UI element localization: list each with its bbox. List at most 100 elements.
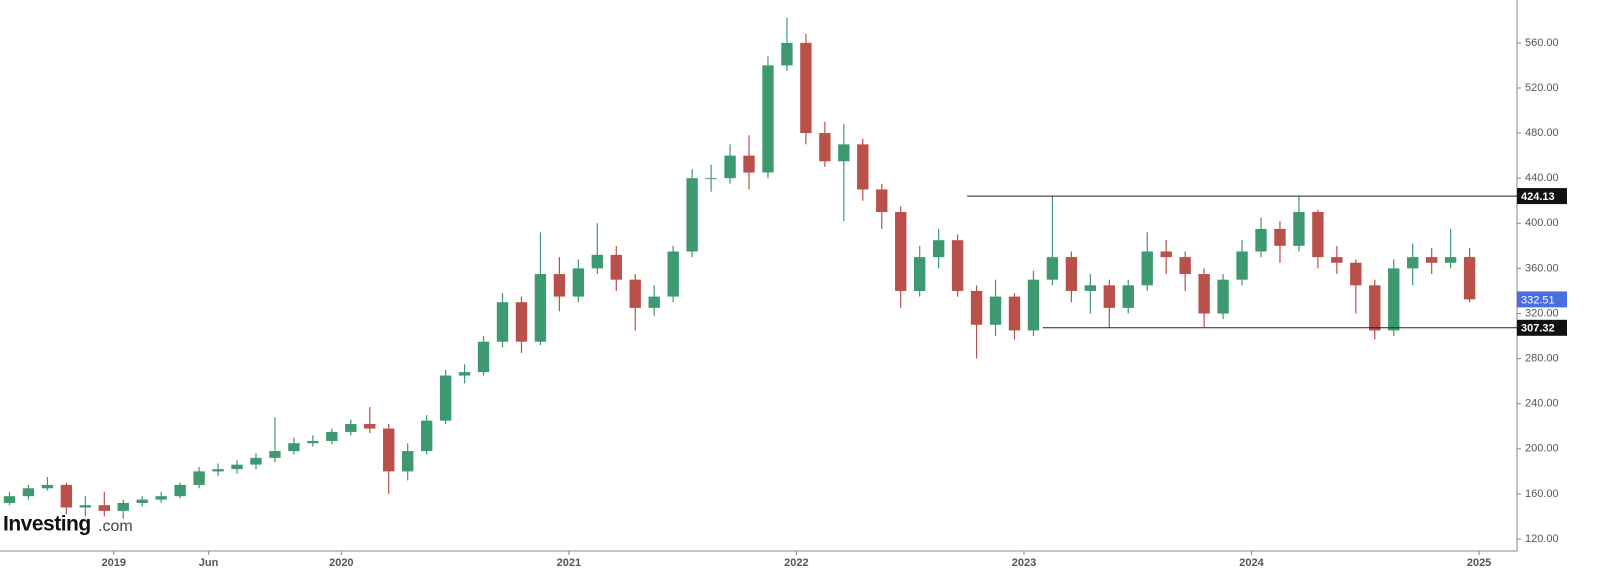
x-tick-label: 2020 bbox=[329, 557, 353, 569]
level-label: 424.13 bbox=[1521, 191, 1555, 203]
candle-body bbox=[762, 65, 774, 173]
candle-body bbox=[667, 251, 679, 297]
candle-body bbox=[1388, 268, 1400, 331]
candle-body bbox=[458, 372, 471, 376]
candle-body bbox=[1198, 274, 1210, 314]
candle-body bbox=[1274, 228, 1286, 246]
candle-body bbox=[288, 443, 300, 452]
candle-body bbox=[970, 290, 983, 325]
candle-body bbox=[1463, 257, 1476, 300]
candle-body bbox=[932, 240, 945, 258]
candle-body bbox=[22, 488, 35, 497]
y-tick-label: 240.00 bbox=[1525, 398, 1559, 410]
x-tick-label: 2024 bbox=[1239, 557, 1264, 569]
candle-body bbox=[269, 451, 281, 458]
candle-body bbox=[117, 502, 129, 511]
candle-body bbox=[724, 155, 736, 179]
level-tag bbox=[1517, 188, 1567, 205]
candle-body bbox=[951, 240, 964, 291]
candle-body bbox=[1331, 257, 1343, 263]
candle-body bbox=[231, 464, 243, 470]
candle-body bbox=[876, 189, 888, 213]
candle-body bbox=[1027, 279, 1040, 331]
candle-body bbox=[193, 471, 205, 485]
candle-body bbox=[895, 212, 907, 291]
candle-body bbox=[705, 178, 717, 180]
candle-body bbox=[136, 499, 148, 503]
y-tick-label: 280.00 bbox=[1525, 353, 1559, 365]
candle-body bbox=[989, 296, 1002, 325]
candle-body bbox=[383, 428, 395, 472]
x-tick-label: 2023 bbox=[1012, 557, 1036, 569]
logo-brand: Investing bbox=[3, 513, 91, 536]
candle-body bbox=[1350, 262, 1362, 286]
y-tick-label: 480.00 bbox=[1525, 127, 1559, 139]
candle-body bbox=[800, 42, 812, 134]
candle-body bbox=[1407, 257, 1419, 269]
candle-body bbox=[1103, 285, 1115, 308]
candle-body bbox=[1236, 251, 1248, 280]
y-tick-label: 520.00 bbox=[1525, 82, 1559, 94]
y-tick-label: 440.00 bbox=[1525, 172, 1559, 184]
candle-body bbox=[212, 469, 224, 472]
candle-body bbox=[629, 279, 641, 308]
candle-body bbox=[534, 274, 547, 342]
candle-body bbox=[1141, 251, 1153, 286]
candle-body bbox=[1444, 257, 1457, 263]
last-price-label: 332.51 bbox=[1521, 294, 1555, 306]
y-tick-label: 200.00 bbox=[1525, 443, 1559, 455]
candle-body bbox=[1179, 257, 1191, 275]
candle-body bbox=[307, 440, 319, 444]
x-tick-label: 2021 bbox=[557, 557, 581, 569]
candle-body bbox=[174, 484, 186, 497]
candle-body bbox=[1255, 228, 1267, 252]
candle-body bbox=[1312, 212, 1324, 258]
candle-body bbox=[743, 155, 755, 173]
candle-body bbox=[1160, 251, 1172, 258]
candle-body bbox=[591, 254, 604, 269]
candle-body bbox=[155, 496, 167, 500]
candle-body bbox=[1425, 257, 1438, 263]
x-tick-label: 2022 bbox=[784, 557, 808, 569]
candle-body bbox=[781, 42, 793, 66]
candle-body bbox=[819, 133, 831, 162]
candle-body bbox=[648, 296, 660, 308]
candle-body bbox=[1122, 285, 1134, 308]
candle-body bbox=[402, 451, 414, 472]
candle-body bbox=[1369, 285, 1381, 331]
candle-body bbox=[3, 496, 16, 503]
candle-body bbox=[41, 484, 54, 489]
candle-body bbox=[79, 505, 92, 508]
y-tick-label: 120.00 bbox=[1525, 533, 1559, 545]
y-tick-label: 160.00 bbox=[1525, 488, 1559, 500]
candle-body bbox=[1046, 257, 1059, 280]
candle-body bbox=[838, 144, 850, 162]
candle-body bbox=[326, 431, 338, 441]
last-price-tag bbox=[1517, 291, 1567, 308]
y-tick-label: 320.00 bbox=[1525, 307, 1559, 319]
candle-body bbox=[1084, 285, 1097, 291]
candle-body bbox=[515, 302, 528, 342]
candle-body bbox=[98, 505, 110, 511]
candle-body bbox=[496, 302, 509, 342]
candle-body bbox=[250, 457, 262, 465]
x-tick-label: Jun bbox=[199, 557, 219, 569]
candle-body bbox=[913, 257, 926, 291]
level-tag bbox=[1517, 319, 1567, 336]
candle-body bbox=[477, 341, 490, 373]
candle-body bbox=[439, 375, 452, 421]
candle-body bbox=[60, 484, 73, 508]
candle-body bbox=[572, 268, 585, 297]
candle-body bbox=[364, 424, 376, 429]
candle-body bbox=[345, 424, 357, 432]
y-tick-label: 360.00 bbox=[1525, 262, 1559, 274]
candle-body bbox=[1065, 257, 1078, 291]
y-tick-label: 560.00 bbox=[1525, 37, 1559, 49]
candle-body bbox=[857, 144, 869, 190]
candle-body bbox=[420, 420, 433, 452]
candle-body bbox=[1217, 279, 1229, 314]
level-label: 307.32 bbox=[1521, 323, 1555, 335]
